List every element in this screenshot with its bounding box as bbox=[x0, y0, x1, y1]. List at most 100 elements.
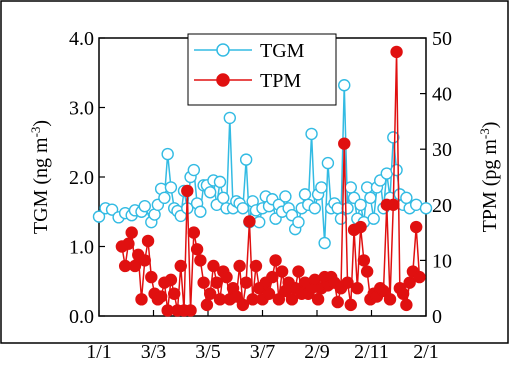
data-point-tpm bbox=[360, 265, 374, 278]
x-tick-label: 2/11 bbox=[354, 341, 389, 363]
data-point-tgm bbox=[315, 181, 328, 194]
y-axis-left-title-sup: -3 bbox=[28, 127, 43, 138]
data-point-tpm bbox=[243, 215, 256, 228]
data-point-tpm bbox=[262, 287, 276, 300]
x-tick-label: 2/1 bbox=[413, 341, 439, 363]
data-point-tpm bbox=[164, 273, 178, 287]
y-right-tick-label: 30 bbox=[432, 139, 452, 161]
data-point-tpm bbox=[138, 254, 151, 267]
y-axis-right-title: TPM (pg m-3) bbox=[477, 122, 502, 233]
series-layer bbox=[92, 45, 433, 317]
y-right-tick-label: 0 bbox=[432, 306, 442, 328]
data-point-tpm bbox=[239, 276, 253, 289]
data-point-tpm bbox=[396, 287, 410, 300]
data-point-tpm bbox=[184, 304, 197, 317]
data-point-tpm bbox=[387, 198, 400, 212]
data-point-tpm bbox=[344, 298, 357, 312]
data-point-tgm bbox=[387, 131, 400, 144]
data-point-tpm bbox=[141, 234, 155, 248]
data-point-tpm bbox=[311, 293, 325, 306]
data-point-tgm bbox=[236, 202, 250, 215]
data-point-tpm bbox=[174, 259, 187, 273]
y-right-tick-label: 20 bbox=[432, 195, 452, 217]
data-point-tpm bbox=[200, 298, 214, 312]
data-point-tpm bbox=[383, 293, 397, 306]
data-point-tgm bbox=[203, 186, 217, 199]
x-tick-label: 3/7 bbox=[250, 341, 276, 363]
data-point-tpm bbox=[210, 276, 223, 289]
data-point-tpm bbox=[154, 290, 168, 303]
data-point-tpm bbox=[249, 259, 263, 273]
data-point-tpm bbox=[377, 284, 390, 298]
data-point-tpm bbox=[400, 298, 413, 312]
data-point-tpm bbox=[125, 226, 138, 239]
y-axis-right: 0 10 20 30 40 50 bbox=[420, 28, 452, 328]
data-point-tgm bbox=[194, 205, 207, 218]
data-point-tgm bbox=[419, 202, 433, 215]
data-point-tpm bbox=[168, 287, 181, 300]
data-point-tpm bbox=[145, 270, 158, 284]
data-point-tpm bbox=[207, 259, 220, 273]
data-point-tgm bbox=[341, 202, 354, 215]
y-axis-left-title-main: TGM (ng m bbox=[30, 137, 52, 234]
data-point-tgm bbox=[217, 191, 230, 205]
data-point-tpm bbox=[331, 295, 344, 309]
data-point-tpm bbox=[230, 290, 243, 303]
data-point-tgm bbox=[298, 188, 312, 201]
data-point-tgm bbox=[367, 212, 380, 225]
y-left-tick-label: 1.0 bbox=[69, 237, 94, 259]
data-point-tpm bbox=[403, 276, 416, 289]
data-point-tgm bbox=[161, 147, 174, 161]
data-point-tgm bbox=[158, 191, 171, 205]
data-point-tpm bbox=[269, 254, 282, 267]
y-axis-left-title: TGM (ng m-3) bbox=[28, 120, 53, 234]
data-point-tpm bbox=[233, 259, 246, 273]
legend-marker-tpm bbox=[216, 73, 230, 87]
data-point-tgm bbox=[400, 191, 413, 205]
data-point-tpm bbox=[181, 184, 194, 198]
data-point-tgm bbox=[223, 111, 237, 125]
data-point-tgm bbox=[279, 190, 292, 203]
data-point-tgm bbox=[213, 175, 227, 189]
y-right-tick-label: 50 bbox=[432, 28, 452, 50]
data-point-tgm bbox=[187, 163, 201, 177]
data-point-tpm bbox=[292, 265, 305, 278]
data-point-tgm bbox=[292, 215, 305, 229]
legend: TGM TPM bbox=[187, 33, 337, 106]
data-point-tgm bbox=[321, 156, 335, 170]
y-right-tick-label: 10 bbox=[432, 250, 452, 272]
data-point-tpm bbox=[236, 298, 250, 312]
data-point-tgm bbox=[334, 212, 348, 225]
data-point-tpm bbox=[357, 254, 371, 267]
data-point-tgm bbox=[354, 198, 367, 212]
data-point-tpm bbox=[275, 265, 289, 278]
data-point-tgm bbox=[318, 236, 331, 250]
data-point-tgm bbox=[138, 199, 151, 213]
legend-marker-tgm bbox=[216, 43, 230, 57]
data-point-tpm bbox=[187, 226, 201, 239]
y-axis-left: 0.0 1.0 2.0 3.0 4.0 bbox=[69, 28, 105, 328]
data-point-tpm bbox=[220, 270, 233, 284]
data-point-tpm bbox=[354, 220, 367, 234]
y-left-tick-label: 0.0 bbox=[69, 306, 94, 328]
y-left-tick-label: 2.0 bbox=[69, 167, 94, 189]
x-axis: 1/1 3/3 3/5 3/7 2/9 2/11 2/1 bbox=[86, 310, 439, 363]
data-point-tgm bbox=[364, 191, 377, 205]
legend-box bbox=[187, 33, 337, 106]
data-point-tpm bbox=[338, 137, 351, 150]
y-left-tick-label: 4.0 bbox=[69, 28, 94, 50]
x-tick-label: 3/3 bbox=[141, 341, 167, 363]
data-point-tpm bbox=[122, 237, 135, 250]
data-point-tgm bbox=[344, 181, 357, 194]
data-point-tpm bbox=[135, 293, 148, 306]
data-point-tpm bbox=[190, 243, 204, 256]
data-point-tpm bbox=[194, 254, 207, 267]
data-point-tpm bbox=[351, 282, 364, 295]
x-tick-label: 2/9 bbox=[304, 341, 330, 363]
y-axis-right-title-sup: -3 bbox=[477, 128, 492, 139]
y-left-tick-label: 3.0 bbox=[69, 98, 94, 120]
outer-frame bbox=[0, 0, 509, 344]
data-point-tpm bbox=[341, 276, 354, 289]
